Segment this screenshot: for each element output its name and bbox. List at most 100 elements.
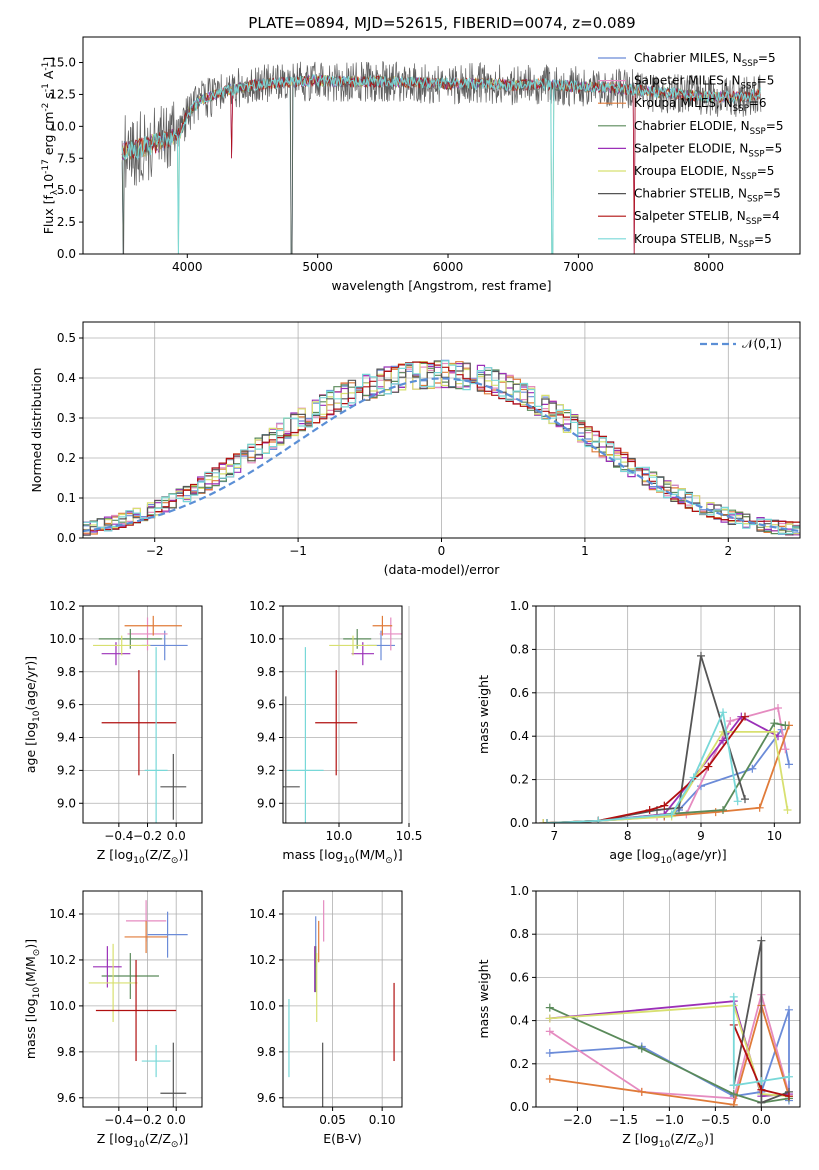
y-tick-label: 10.0 (49, 632, 76, 646)
label-fragment: Salpeter STELIB, N (634, 209, 746, 223)
y-tick-label: 0.8 (510, 642, 529, 656)
weight-marker (545, 1027, 554, 1036)
label-fragment: 10 (659, 1140, 671, 1150)
legend-label: Salpeter STELIB, NSSP=4 (634, 209, 780, 227)
label-fragment: wavelength [Angstrom, rest frame] (331, 278, 551, 293)
x-tick-label: 0.0 (167, 829, 186, 843)
y-tick-label: 9.8 (257, 1045, 276, 1059)
label-fragment: SSP (748, 149, 764, 159)
y-tick-label: 0.4 (510, 1014, 529, 1028)
x-axis-label: age [log10(age/yr)] (609, 847, 726, 866)
plot-area (93, 615, 188, 823)
label-fragment: =5 (763, 187, 781, 201)
weight-marker (645, 805, 654, 814)
label-fragment: mass [log (282, 847, 343, 862)
weight-marker (741, 712, 749, 721)
weight-marker (757, 1098, 766, 1107)
label-fragment: (Z/Z (145, 1131, 171, 1146)
y-tick-label: 0.8 (510, 927, 529, 941)
label-fragment: SSP (750, 127, 766, 137)
legend-label: Chabrier ELODIE, NSSP=5 (634, 119, 783, 137)
y-tick-label: 9.6 (257, 1091, 276, 1105)
label-fragment: Kroupa ELODIE, N (634, 164, 741, 178)
hist-line-8 (83, 360, 800, 535)
weight-marker (539, 819, 548, 823)
axes-frame (82, 605, 203, 824)
weight-marker (637, 1044, 646, 1053)
y-tick-label: 1.0 (510, 599, 529, 613)
weight-marker (784, 1005, 793, 1014)
label-fragment: 10 (133, 856, 145, 866)
gaussian-curve (83, 377, 800, 533)
weight-marker (689, 773, 698, 782)
x-tick-label: 0.10 (369, 1113, 396, 1127)
y-axis-label: mass [log10(M/M⊙)] (23, 939, 42, 1059)
weight-marker (594, 816, 603, 823)
label-fragment: 10 (133, 1140, 145, 1150)
x-axis-label: mass [log10(M/M⊙)] (282, 847, 402, 866)
label-fragment: age [log (609, 847, 660, 862)
x-tick-label: 10.5 (396, 829, 423, 843)
y-axis-label: Flux [fλ10-17 erg cm-2 s-1 A-1] (41, 57, 60, 235)
plot-area (283, 615, 402, 823)
y-tick-label: 0.0 (510, 1100, 529, 1114)
y-tick-label: 10.4 (49, 907, 76, 921)
x-tick-label: 0.0 (752, 1113, 771, 1127)
label-fragment: E(B-V) (323, 1131, 362, 1146)
x-axis-label: wavelength [Angstrom, rest frame] (331, 278, 551, 293)
weight-marker (757, 1085, 766, 1094)
weight-marker (770, 727, 779, 736)
weight-marker (697, 651, 705, 660)
weight-marker (781, 721, 790, 730)
plot-area (83, 359, 800, 536)
y-tick-label: 0.0 (57, 531, 76, 545)
y-tick-label: 0.6 (510, 970, 529, 984)
weight-vs-z-panel: −2.0 −1.5 −1.0 −0.5 0.0 0.0 0.2 0.4 0.6 0.8 1.0 Z [… (476, 884, 801, 1150)
y-tick-label: 9.0 (57, 796, 76, 810)
y-tick-label: 10.0 (49, 119, 76, 133)
label-fragment: Chabrier MILES, N (634, 51, 742, 65)
y-tick-label: 10.2 (49, 953, 76, 967)
spectrum-line-8 (121, 74, 761, 254)
residuals-panel: 𝒩(0,1) −2 −1 0 1 2 0.0 0.1 0.2 0.3 0.4 0.5 (data-mod… (29, 321, 801, 577)
label-fragment: (Z/Z (145, 847, 171, 862)
x-tick-label: 7000 (563, 260, 594, 274)
label-fragment: 𝒩(0,1) (742, 337, 782, 351)
plot-area (545, 936, 793, 1107)
y-axis-label: Normed distribution (29, 368, 44, 493)
weight-marker (741, 795, 749, 804)
label-fragment: SSP (742, 59, 758, 69)
y-tick-label: 9.8 (57, 665, 76, 679)
label-fragment: mass weight (476, 675, 491, 754)
label-fragment: Chabrier STELIB, N (634, 187, 747, 201)
label-fragment: erg cm (41, 112, 56, 160)
y-axis-label: mass weight (476, 675, 491, 754)
label-fragment: (Z/Z (670, 1131, 696, 1146)
weight-marker (755, 803, 764, 812)
figure-title: PLATE=0894, MJD=52615, FIBERID=0074, z=0… (248, 14, 635, 32)
y-tick-label: 10.2 (249, 953, 276, 967)
label-fragment: SSP (738, 240, 754, 250)
weight-marker (719, 736, 727, 745)
label-fragment: =4 (762, 209, 780, 223)
x-tick-label: 2 (724, 544, 732, 558)
x-tick-label: 8 (624, 829, 632, 843)
label-fragment: )] (704, 1131, 714, 1146)
label-fragment: Z [log (622, 1131, 658, 1146)
y-tick-label: 9.4 (257, 731, 276, 745)
weight-marker (719, 805, 727, 814)
weight-marker (770, 719, 779, 728)
weight-line-8 (546, 709, 739, 823)
x-axis-label: (data-model)/error (384, 562, 501, 577)
label-fragment: s (41, 92, 56, 103)
weight-marker (774, 703, 782, 712)
x-tick-label: 0 (438, 544, 446, 558)
y-tick-label: 7.5 (57, 151, 76, 165)
plot-area (88, 900, 188, 1107)
y-tick-label: 9.4 (57, 731, 76, 745)
label-fragment: Kroupa STELIB, N (634, 232, 738, 246)
y-tick-label: 0.4 (510, 729, 529, 743)
label-fragment: SSP (741, 82, 757, 92)
label-fragment: (M/M (355, 847, 386, 862)
weight-line-0 (549, 1009, 790, 1101)
